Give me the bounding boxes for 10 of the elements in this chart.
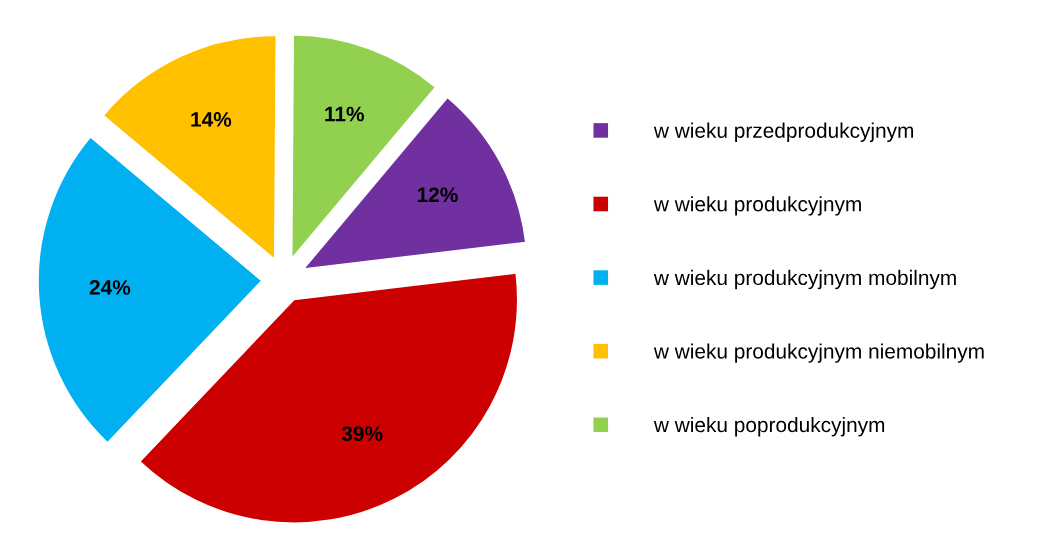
data-label: 12% — [417, 187, 458, 203]
legend-label: w wieku produkcyjnym mobilnym — [653, 269, 956, 290]
data-label: 11% — [325, 106, 364, 122]
data-label: 39% — [341, 426, 383, 442]
data-label: 14% — [191, 112, 232, 127]
legend-label: w wieku produkcyjnym niemobilnym — [653, 343, 984, 363]
data-label: 24% — [89, 280, 131, 295]
legend-label: w wieku przedprodukcyjnym — [653, 122, 914, 143]
legend-label: w wieku produkcyjnym — [653, 196, 861, 216]
legend-label: w wieku poprodukcyjnym — [653, 416, 885, 437]
